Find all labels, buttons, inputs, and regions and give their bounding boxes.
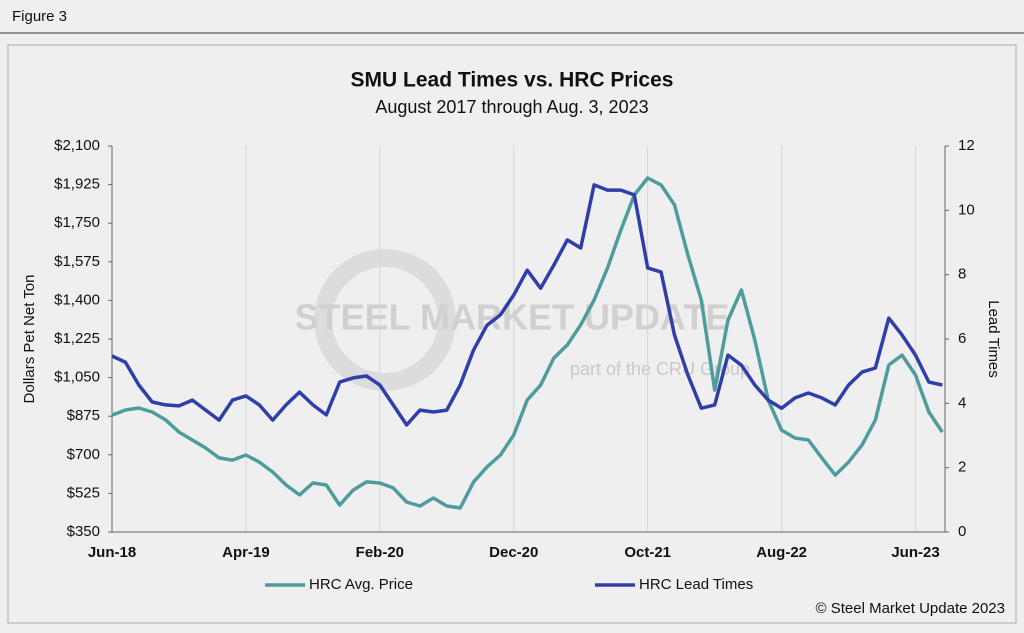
y-tick-label: $1,925 <box>54 176 100 193</box>
watermark: STEEL MARKET UPDATE <box>295 297 730 338</box>
chart-panel <box>7 44 1017 624</box>
y-tick-label: $525 <box>67 484 100 501</box>
x-tick-label: Jun-23 <box>891 544 939 561</box>
y2-tick-label: 10 <box>958 201 975 218</box>
legend-label: HRC Avg. Price <box>309 576 413 593</box>
y2-tick-label: 12 <box>958 137 975 154</box>
x-tick-label: Dec-20 <box>489 544 538 561</box>
y-axis-label: Dollars Pet Net Ton <box>21 275 38 404</box>
x-tick-label: Aug-22 <box>756 544 807 561</box>
y2-tick-label: 4 <box>958 394 966 411</box>
x-tick-label: Feb-20 <box>356 544 404 561</box>
y2-tick-label: 0 <box>958 523 966 540</box>
x-tick-label: Jun-18 <box>88 544 136 561</box>
y-tick-label: $875 <box>67 407 100 424</box>
y2-tick-label: 6 <box>958 330 966 347</box>
watermark-sub: part of the CRU Group <box>570 359 750 379</box>
x-tick-label: Apr-19 <box>222 544 270 561</box>
series-line <box>111 183 943 427</box>
y2-tick-label: 2 <box>958 459 966 476</box>
watermark-logo <box>314 249 456 391</box>
y-tick-label: $350 <box>67 523 100 540</box>
copyright: © Steel Market Update 2023 <box>816 600 1006 617</box>
y-tick-label: $1,225 <box>54 330 100 347</box>
y-tick-label: $1,050 <box>54 369 100 386</box>
x-tick-label: Oct-21 <box>624 544 671 561</box>
legend-label: HRC Lead Times <box>639 576 753 593</box>
figure-label: Figure 3 <box>12 8 67 25</box>
y-tick-label: $700 <box>67 446 100 463</box>
y2-axis-label: Lead Times <box>985 300 1002 378</box>
y-tick-label: $1,750 <box>54 214 100 231</box>
series-line <box>111 176 944 510</box>
y2-tick-label: 8 <box>958 266 966 283</box>
y-tick-label: $1,400 <box>54 291 100 308</box>
chart-title: SMU Lead Times vs. HRC Prices <box>351 69 674 92</box>
y-tick-label: $1,575 <box>54 253 100 270</box>
y-tick-label: $2,100 <box>54 137 100 154</box>
chart-subtitle: August 2017 through Aug. 3, 2023 <box>375 97 648 117</box>
